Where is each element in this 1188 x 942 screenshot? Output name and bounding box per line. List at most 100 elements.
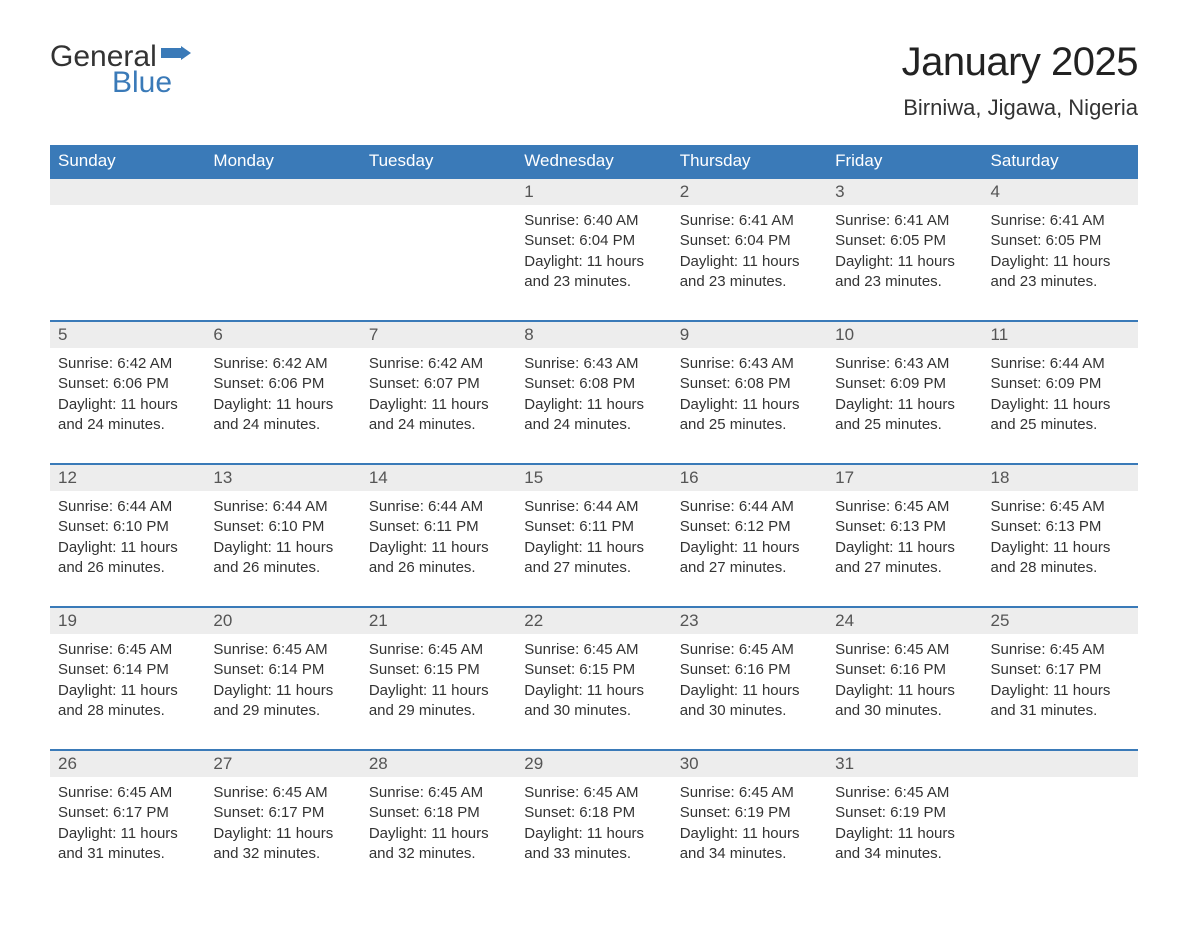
sunset-line: Sunset: 6:09 PM [991,374,1130,394]
daylight-line: Daylight: 11 hours and 26 minutes. [58,538,197,579]
day-number-cell: 6 [205,321,360,348]
sunset-line: Sunset: 6:19 PM [680,803,819,823]
day-header-wednesday: Wednesday [516,145,671,178]
sunrise-line: Sunrise: 6:42 AM [58,354,197,374]
daylight-line: Daylight: 11 hours and 33 minutes. [524,824,663,865]
day-header-monday: Monday [205,145,360,178]
month-title: January 2025 [902,40,1138,85]
sunrise-line: Sunrise: 6:45 AM [524,783,663,803]
day-number-cell: 11 [983,321,1138,348]
sunset-line: Sunset: 6:10 PM [58,517,197,537]
sunset-line: Sunset: 6:06 PM [213,374,352,394]
daylight-line: Daylight: 11 hours and 30 minutes. [524,681,663,722]
day-body-cell [50,205,205,321]
day-number-cell: 10 [827,321,982,348]
day-body-cell: Sunrise: 6:41 AMSunset: 6:05 PMDaylight:… [983,205,1138,321]
daylight-line: Daylight: 11 hours and 23 minutes. [680,252,819,293]
daylight-line: Daylight: 11 hours and 25 minutes. [835,395,974,436]
day-number-cell: 25 [983,607,1138,634]
sunset-line: Sunset: 6:14 PM [213,660,352,680]
day-header-saturday: Saturday [983,145,1138,178]
day-number-cell: 29 [516,750,671,777]
sunrise-line: Sunrise: 6:42 AM [213,354,352,374]
day-body-cell: Sunrise: 6:45 AMSunset: 6:13 PMDaylight:… [983,491,1138,607]
day-number-cell: 31 [827,750,982,777]
sunset-line: Sunset: 6:18 PM [524,803,663,823]
sunrise-line: Sunrise: 6:42 AM [369,354,508,374]
day-number-cell: 14 [361,464,516,491]
day-body-cell: Sunrise: 6:45 AMSunset: 6:16 PMDaylight:… [827,634,982,750]
logo-blue-text: Blue [112,66,191,100]
day-number-cell [50,178,205,205]
daylight-line: Daylight: 11 hours and 29 minutes. [369,681,508,722]
daylight-line: Daylight: 11 hours and 28 minutes. [58,681,197,722]
sunset-line: Sunset: 6:05 PM [991,231,1130,251]
sunrise-line: Sunrise: 6:45 AM [58,783,197,803]
day-header-thursday: Thursday [672,145,827,178]
daylight-line: Daylight: 11 hours and 27 minutes. [680,538,819,579]
day-number-cell [361,178,516,205]
sunset-line: Sunset: 6:16 PM [835,660,974,680]
week-body-row: Sunrise: 6:44 AMSunset: 6:10 PMDaylight:… [50,491,1138,607]
day-body-cell: Sunrise: 6:45 AMSunset: 6:17 PMDaylight:… [50,777,205,892]
day-number-cell: 2 [672,178,827,205]
sunrise-line: Sunrise: 6:45 AM [835,497,974,517]
week-number-row: 12131415161718 [50,464,1138,491]
day-body-cell [361,205,516,321]
day-number-cell: 1 [516,178,671,205]
day-body-cell: Sunrise: 6:45 AMSunset: 6:18 PMDaylight:… [361,777,516,892]
flag-icon [161,46,191,66]
day-body-cell: Sunrise: 6:45 AMSunset: 6:14 PMDaylight:… [50,634,205,750]
day-body-cell: Sunrise: 6:45 AMSunset: 6:13 PMDaylight:… [827,491,982,607]
day-body-cell: Sunrise: 6:43 AMSunset: 6:08 PMDaylight:… [516,348,671,464]
sunset-line: Sunset: 6:13 PM [991,517,1130,537]
daylight-line: Daylight: 11 hours and 24 minutes. [58,395,197,436]
sunrise-line: Sunrise: 6:44 AM [680,497,819,517]
sunrise-line: Sunrise: 6:45 AM [213,783,352,803]
day-number-cell: 15 [516,464,671,491]
daylight-line: Daylight: 11 hours and 31 minutes. [58,824,197,865]
header: General Blue January 2025 Birniwa, Jigaw… [50,40,1138,121]
sunset-line: Sunset: 6:17 PM [58,803,197,823]
day-body-cell: Sunrise: 6:45 AMSunset: 6:16 PMDaylight:… [672,634,827,750]
daylight-line: Daylight: 11 hours and 26 minutes. [369,538,508,579]
day-number-cell: 7 [361,321,516,348]
day-number-cell: 28 [361,750,516,777]
day-body-cell: Sunrise: 6:45 AMSunset: 6:17 PMDaylight:… [205,777,360,892]
day-number-cell [983,750,1138,777]
sunset-line: Sunset: 6:14 PM [58,660,197,680]
logo: General Blue [50,40,191,100]
daylight-line: Daylight: 11 hours and 27 minutes. [835,538,974,579]
day-number-cell [205,178,360,205]
day-body-cell: Sunrise: 6:42 AMSunset: 6:06 PMDaylight:… [50,348,205,464]
day-number-cell: 30 [672,750,827,777]
sunrise-line: Sunrise: 6:45 AM [991,497,1130,517]
daylight-line: Daylight: 11 hours and 23 minutes. [524,252,663,293]
daylight-line: Daylight: 11 hours and 34 minutes. [835,824,974,865]
week-number-row: 567891011 [50,321,1138,348]
daylight-line: Daylight: 11 hours and 26 minutes. [213,538,352,579]
sunset-line: Sunset: 6:15 PM [369,660,508,680]
day-body-cell: Sunrise: 6:44 AMSunset: 6:10 PMDaylight:… [205,491,360,607]
day-body-cell: Sunrise: 6:45 AMSunset: 6:17 PMDaylight:… [983,634,1138,750]
day-number-cell: 13 [205,464,360,491]
day-header-tuesday: Tuesday [361,145,516,178]
sunrise-line: Sunrise: 6:41 AM [835,211,974,231]
day-body-cell: Sunrise: 6:45 AMSunset: 6:15 PMDaylight:… [361,634,516,750]
sunset-line: Sunset: 6:11 PM [369,517,508,537]
sunset-line: Sunset: 6:19 PM [835,803,974,823]
week-number-row: 19202122232425 [50,607,1138,634]
day-number-cell: 21 [361,607,516,634]
sunrise-line: Sunrise: 6:43 AM [835,354,974,374]
week-body-row: Sunrise: 6:40 AMSunset: 6:04 PMDaylight:… [50,205,1138,321]
day-body-cell: Sunrise: 6:40 AMSunset: 6:04 PMDaylight:… [516,205,671,321]
calendar-table: SundayMondayTuesdayWednesdayThursdayFrid… [50,145,1138,892]
daylight-line: Daylight: 11 hours and 27 minutes. [524,538,663,579]
sunrise-line: Sunrise: 6:45 AM [680,640,819,660]
sunrise-line: Sunrise: 6:45 AM [369,783,508,803]
sunset-line: Sunset: 6:08 PM [680,374,819,394]
day-number-cell: 8 [516,321,671,348]
day-number-cell: 19 [50,607,205,634]
day-body-cell: Sunrise: 6:44 AMSunset: 6:12 PMDaylight:… [672,491,827,607]
day-number-cell: 18 [983,464,1138,491]
